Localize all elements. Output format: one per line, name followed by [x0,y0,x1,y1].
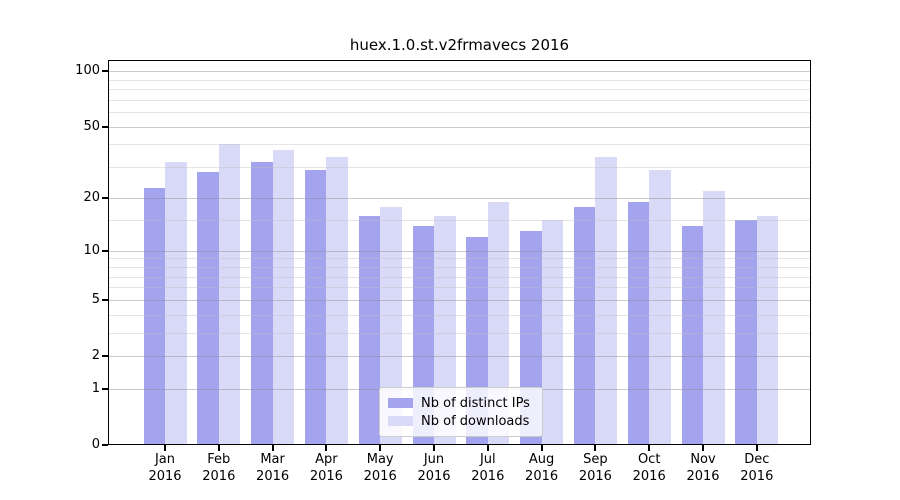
bar-downloads [541,220,564,445]
x-tick [540,445,543,451]
x-tick-label: Sep 2016 [578,452,612,484]
x-tick-label: Oct 2016 [632,452,666,484]
bar-distinct-ips [143,187,165,445]
x-tick [755,445,758,451]
legend: Nb of distinct IPs Nb of downloads [379,387,543,437]
legend-item-distinct-ips: Nb of distinct IPs [388,394,534,412]
y-tick [102,197,108,200]
bar-distinct-ips [251,161,273,445]
x-tick [433,445,435,451]
legend-swatch-distinct-ips [388,398,413,408]
y-tick [102,70,108,73]
gridline-minor [108,267,811,269]
chart-title: huex.1.0.st.v2frmavecs 2016 [349,36,570,54]
bar-downloads [218,144,241,445]
y-tick [102,387,108,390]
x-tick [702,445,704,451]
x-tick [486,445,489,451]
y-tick [102,298,108,301]
gridline-minor [108,287,811,289]
gridline-minor [108,79,811,81]
bar-downloads [487,202,510,445]
gridline-minor [108,89,811,91]
gridline-major [108,356,811,357]
gridline-major [108,126,811,128]
gridline-minor [108,314,811,316]
bar-distinct-ips [627,202,650,445]
y-tick-label: 5 [91,291,100,307]
gridline-minor [108,276,811,278]
y-tick-label: 20 [83,190,100,206]
bar-distinct-ips [304,169,327,445]
y-tick-label: 0 [91,437,100,452]
x-tick-label: Aug 2016 [525,452,559,484]
bar-distinct-ips [573,206,596,445]
y-tick [102,444,108,446]
x-tick [325,445,328,451]
gridline-major [108,299,811,301]
x-tick-label: Jan 2016 [148,452,182,484]
y-tick-label: 1 [91,380,100,396]
plot-area: Nb of distinct IPs Nb of downloads [108,60,811,445]
x-tick-label: Feb 2016 [202,452,236,484]
bar-downloads [165,161,187,445]
bar-downloads [703,191,725,445]
x-tick [164,445,166,451]
y-tick-label: 10 [83,242,100,258]
x-tick [648,445,651,451]
y-tick-label: 100 [75,63,100,79]
bar-downloads [272,150,295,445]
legend-label-downloads: Nb of downloads [421,413,530,429]
x-tick-label: Jul 2016 [471,452,505,484]
legend-item-downloads: Nb of downloads [388,412,534,430]
x-tick-label: Mar 2016 [256,452,290,484]
bar-downloads [649,169,671,445]
gridline-major [108,250,811,252]
x-tick-label: Dec 2016 [740,452,774,484]
bar-downloads [326,157,348,445]
x-tick-label: Jun 2016 [417,452,451,484]
bar-distinct-ips [197,172,219,445]
gridline-minor [108,258,811,260]
bar-downloads [595,157,617,445]
y-tick [102,125,108,128]
legend-swatch-downloads [388,416,413,426]
bar-distinct-ips [358,215,381,445]
bar-downloads [380,206,402,445]
gridline-minor [108,332,811,334]
x-tick [594,445,597,451]
x-tick [217,445,220,451]
gridline-minor [108,220,811,222]
gridline-major [108,71,811,73]
y-tick [102,355,108,357]
gridline-minor [108,166,811,168]
gridline-minor [108,99,811,101]
legend-label-distinct-ips: Nb of distinct IPs [421,395,530,411]
x-tick [379,445,382,451]
x-tick-label: May 2016 [363,452,397,484]
y-tick-label: 2 [91,348,100,363]
x-tick [271,445,274,451]
y-tick-label: 50 [83,118,100,134]
x-tick-label: Apr 2016 [309,452,343,484]
bar-distinct-ips [681,225,703,445]
bar-downloads [756,215,779,445]
gridline-major [108,198,811,200]
gridline-minor [108,144,811,146]
bar-distinct-ips [735,220,757,445]
gridline-minor [108,112,811,114]
y-tick [102,249,108,252]
x-tick-label: Nov 2016 [686,452,720,484]
